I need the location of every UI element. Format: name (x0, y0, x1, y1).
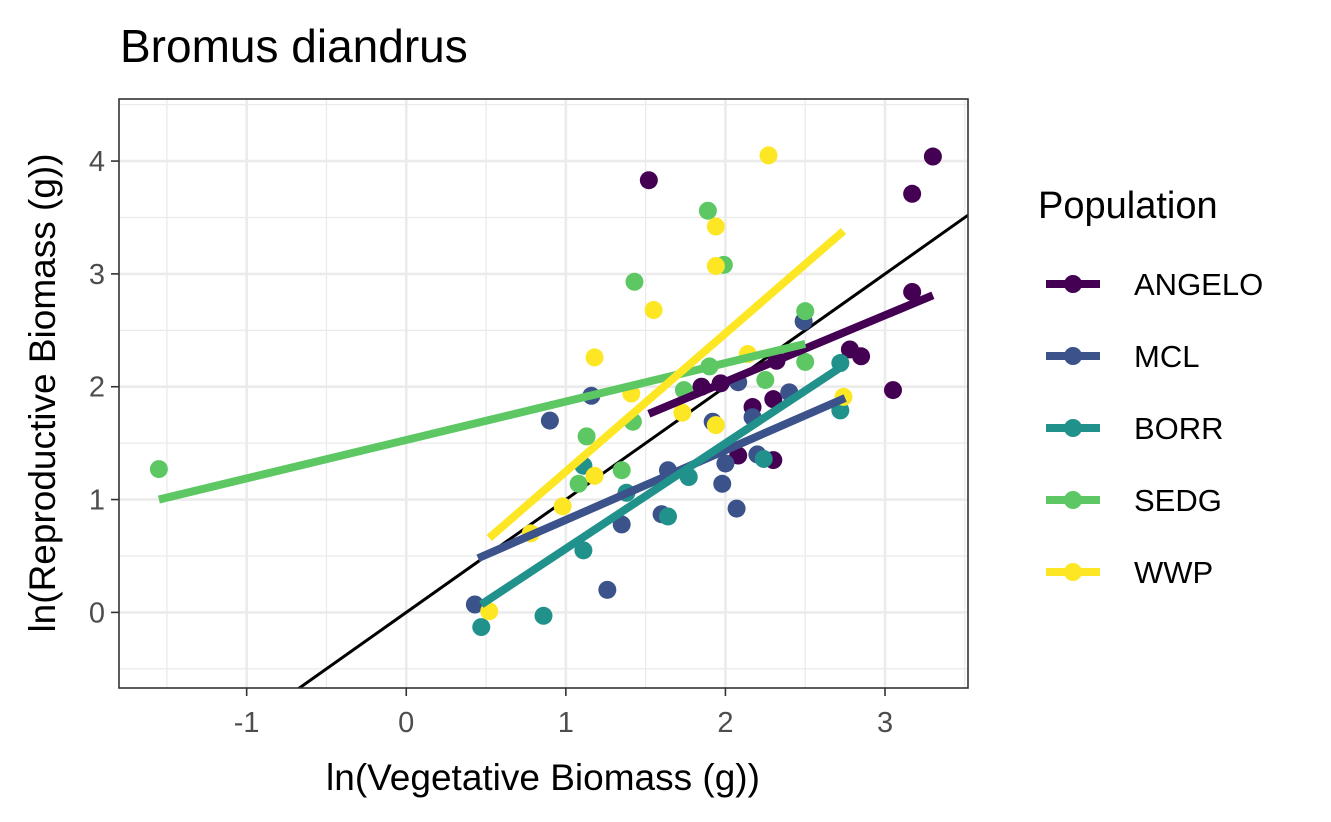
data-point-angelo (923, 147, 942, 166)
y-tick-label: 3 (89, 259, 105, 291)
y-axis: 0 1 2 3 4 (89, 146, 119, 629)
data-point-wwp (644, 301, 663, 320)
data-point-angelo (903, 184, 922, 203)
data-point-sedg (625, 272, 644, 291)
y-tick-label: 4 (89, 146, 105, 178)
legend-title: Population (1038, 185, 1218, 227)
x-tick-label: -1 (234, 707, 260, 739)
data-point-sedg (577, 427, 596, 446)
fit-line-sedg (157, 339, 807, 504)
fit-line-wwp (486, 227, 847, 541)
data-point-mcl (716, 454, 735, 473)
reference-line-layer (296, 213, 968, 688)
x-tick-label: 2 (717, 707, 733, 739)
x-tick-label: 0 (398, 707, 414, 739)
data-point-wwp (673, 403, 692, 422)
data-point-mcl (612, 515, 631, 534)
chart-title: Bromus diandrus (120, 20, 468, 72)
data-point-sedg (149, 460, 168, 479)
grid (119, 99, 968, 688)
data-point-mcl (598, 580, 617, 599)
data-point-sedg (569, 474, 588, 493)
legend: Population ANGELO MCL BORR SEDG WWP (1038, 185, 1263, 590)
data-point-sedg (698, 201, 717, 220)
data-point-angelo (903, 282, 922, 301)
data-point-angelo (852, 347, 871, 366)
data-point-sedg (796, 352, 815, 371)
data-point-wwp (759, 146, 778, 165)
data-point-wwp (706, 256, 725, 275)
x-tick-label: 1 (558, 707, 574, 739)
data-point-sedg (756, 370, 775, 389)
legend-item-sedg: SEDG (1046, 483, 1222, 518)
legend-marker (1064, 563, 1082, 581)
x-tick-label: 3 (877, 707, 893, 739)
y-axis-title: ln(Reproductive Biomass (g)) (22, 153, 63, 632)
legend-item-mcl: MCL (1046, 339, 1199, 374)
data-point-mcl (465, 595, 484, 614)
data-point-wwp (585, 348, 604, 367)
plot-border (118, 98, 969, 689)
x-axis-title: ln(Vegetative Biomass (g)) (326, 757, 760, 798)
data-point-angelo (764, 390, 783, 409)
data-point-wwp (706, 416, 725, 435)
legend-label: WWP (1134, 555, 1213, 590)
data-point-borr (658, 507, 677, 526)
plot-area (149, 146, 968, 688)
data-point-sedg (796, 302, 815, 321)
data-point-wwp (706, 217, 725, 236)
y-tick-label: 2 (89, 372, 105, 404)
data-point-wwp (585, 466, 604, 485)
fit-lines (157, 227, 935, 608)
legend-label: MCL (1134, 339, 1199, 374)
fit-line-mcl (476, 394, 847, 562)
data-point-mcl (713, 474, 732, 493)
legend-marker (1064, 491, 1082, 509)
plot-background (119, 99, 968, 688)
data-point-borr (472, 618, 491, 637)
legend-marker (1064, 347, 1082, 365)
fit-line-borr (479, 364, 843, 608)
data-point-borr (754, 449, 773, 468)
legend-label: BORR (1134, 411, 1224, 446)
legend-item-borr: BORR (1046, 411, 1224, 446)
fit-line-angelo (647, 291, 935, 418)
data-point-borr (534, 606, 553, 625)
data-point-angelo (883, 381, 902, 400)
y-tick-label: 0 (89, 597, 105, 629)
reference-line (296, 213, 968, 688)
legend-label: ANGELO (1134, 267, 1263, 302)
data-point-sedg (612, 461, 631, 480)
legend-item-wwp: WWP (1046, 555, 1213, 590)
data-point-mcl (540, 411, 559, 430)
legend-marker (1064, 275, 1082, 293)
legend-item-angelo: ANGELO (1046, 267, 1263, 302)
legend-marker (1064, 419, 1082, 437)
data-point-borr (574, 541, 593, 560)
y-tick-label: 1 (89, 485, 105, 517)
data-point-wwp (553, 497, 572, 516)
legend-label: SEDG (1134, 483, 1222, 518)
x-axis: -1 0 1 2 3 (234, 688, 893, 739)
data-point-angelo (639, 171, 658, 190)
data-point-mcl (727, 499, 746, 518)
